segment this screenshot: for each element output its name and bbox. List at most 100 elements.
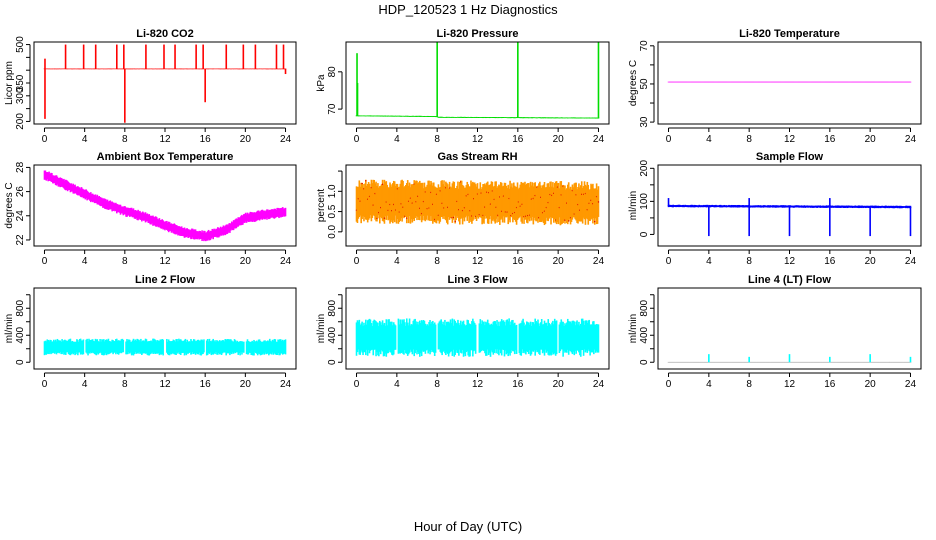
x-tick-label: 20 (240, 379, 252, 390)
y-axis: 22 24 26 28 (15, 161, 31, 246)
panel-6: Sample Flow ml/min 0 4 8 12 16 20 24 0 100 200 (628, 151, 922, 267)
series (667, 81, 912, 83)
plot-frame (345, 287, 610, 370)
panel-title: Li-820 Pressure (437, 28, 519, 40)
y-tick-label: 22 (15, 234, 26, 246)
x-tick-label: 16 (824, 379, 836, 390)
y-axis-label: degrees C (628, 60, 639, 106)
x-tick-label: 8 (434, 256, 440, 267)
y-axis-label: ml/min (628, 314, 639, 343)
y-tick-label: 28 (15, 161, 26, 173)
x-tick-label: 24 (280, 134, 292, 145)
x-tick-label: 16 (512, 379, 524, 390)
x-axis: 0 4 8 12 16 20 24 (666, 372, 916, 390)
x-tick-label: 16 (200, 134, 212, 145)
x-tick-label: 12 (784, 256, 796, 267)
x-tick-label: 20 (865, 379, 877, 390)
panel-title: Li-820 Temperature (739, 28, 840, 40)
x-tick-label: 20 (553, 379, 565, 390)
y-tick-label: 24 (15, 210, 26, 222)
x-axis-label: Hour of Day (UTC) (414, 519, 522, 534)
panel-title: Sample Flow (756, 151, 824, 163)
y-axis-label: degrees C (4, 182, 15, 228)
x-axis: 0 4 8 12 16 20 24 (666, 249, 916, 267)
panel-7: Line 2 Flow ml/min 0 4 8 12 16 20 24 0 400 800 (4, 274, 297, 390)
series (355, 318, 600, 357)
data-point (568, 220, 570, 222)
x-tick-label: 20 (240, 256, 252, 267)
x-tick-label: 16 (824, 256, 836, 267)
y-tick-label: 50 (639, 78, 650, 90)
x-tick-label: 0 (666, 134, 672, 145)
x-tick-label: 16 (200, 379, 212, 390)
x-tick-label: 0 (666, 256, 672, 267)
x-tick-label: 8 (122, 134, 128, 145)
main-title: HDP_120523 1 Hz Diagnostics (378, 2, 558, 17)
x-axis: 0 4 8 12 16 20 24 (42, 127, 292, 145)
x-tick-label: 12 (784, 134, 796, 145)
plot-frame (33, 164, 297, 247)
y-axis: 0 100 200 (639, 160, 655, 237)
plot-frame (657, 41, 922, 125)
x-tick-label: 24 (593, 134, 605, 145)
y-tick-label: 200 (639, 160, 650, 177)
x-tick-label: 12 (784, 379, 796, 390)
y-tick-label: 100 (639, 193, 650, 210)
y-axis-label: ml/min (316, 314, 327, 343)
y-axis-label: Licor ppm (4, 61, 15, 105)
x-tick-label: 24 (280, 379, 292, 390)
x-tick-label: 8 (434, 134, 440, 145)
x-tick-label: 20 (240, 134, 252, 145)
x-tick-label: 4 (706, 256, 712, 267)
data-point (383, 217, 386, 219)
panel-9: Line 4 (LT) Flow ml/min 0 4 8 12 16 20 24 0 400 800 (628, 274, 922, 390)
x-tick-label: 20 (553, 256, 565, 267)
x-tick-label: 8 (746, 379, 752, 390)
x-tick-label: 24 (593, 379, 605, 390)
series (43, 338, 287, 356)
series (355, 179, 600, 226)
y-tick-label: 400 (639, 326, 650, 343)
panel-3: Li-820 Temperature degrees C 0 4 8 12 16 20 24 30… (628, 28, 922, 145)
panel-title: Line 2 Flow (135, 274, 195, 286)
x-tick-label: 4 (394, 379, 400, 390)
y-axis: 0 400 800 (327, 294, 343, 365)
series (667, 198, 912, 237)
y-axis: 70 80 (327, 66, 343, 115)
plot-frame (33, 287, 297, 370)
y-tick-label: 400 (15, 326, 26, 343)
data-point (597, 201, 600, 203)
panel-8: Line 3 Flow ml/min 0 4 8 12 16 20 24 0 400 800 (316, 274, 610, 390)
y-tick-label: 800 (327, 299, 338, 316)
x-tick-label: 16 (512, 256, 524, 267)
x-tick-label: 12 (159, 379, 171, 390)
plot-frame (345, 41, 610, 125)
panel-title: Ambient Box Temperature (97, 151, 234, 163)
x-tick-label: 8 (434, 379, 440, 390)
y-tick-label: 350 (15, 74, 26, 91)
panel-title: Gas Stream RH (437, 151, 517, 163)
plot-frame (657, 164, 922, 247)
panel-4: Ambient Box Temperature degrees C 0 4 8 12 16 2… (4, 151, 297, 267)
y-tick-label: 500 (15, 36, 26, 53)
data-point (365, 180, 367, 182)
y-axis: 30 50 70 (639, 40, 655, 128)
x-tick-label: 16 (200, 256, 212, 267)
x-axis: 0 4 8 12 16 20 24 (354, 249, 604, 267)
x-tick-label: 20 (865, 256, 877, 267)
x-tick-label: 0 (42, 256, 48, 267)
y-axis-label: ml/min (628, 191, 639, 220)
series (43, 170, 287, 242)
panel-title: Line 3 Flow (448, 274, 508, 286)
x-axis: 0 4 8 12 16 20 24 (354, 127, 605, 145)
x-axis: 0 4 8 12 16 20 24 (42, 249, 292, 267)
y-tick-label: 400 (327, 326, 338, 343)
series (667, 354, 912, 363)
x-tick-label: 24 (905, 134, 917, 145)
x-tick-label: 8 (122, 256, 128, 267)
x-tick-label: 16 (824, 134, 836, 145)
